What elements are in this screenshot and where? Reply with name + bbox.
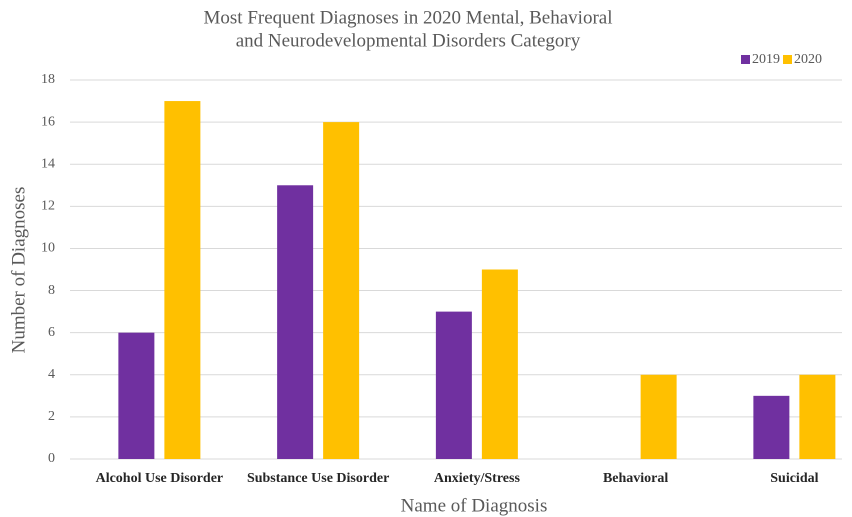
y-tick-label: 2	[48, 409, 55, 424]
x-tick-label: Anxiety/Stress	[433, 471, 520, 486]
chart-title: Most Frequent Diagnoses in 2020 Mental, …	[204, 7, 613, 28]
bar	[118, 332, 155, 459]
bar	[323, 122, 360, 459]
y-tick-label: 10	[41, 241, 55, 256]
bar	[164, 101, 201, 460]
legend-label: 2019	[752, 52, 780, 67]
y-tick-label: 12	[41, 199, 55, 214]
bar	[640, 374, 677, 459]
bar	[481, 269, 518, 459]
legend-label: 2020	[794, 52, 822, 67]
x-tick-label: Behavioral	[602, 471, 669, 486]
bar	[753, 395, 790, 459]
y-tick-label: 16	[41, 114, 55, 129]
bar	[435, 311, 472, 459]
y-tick-label: 18	[41, 72, 55, 87]
y-axis-label: Number of Diagnoses	[8, 187, 29, 354]
x-axis-label: Name of Diagnosis	[401, 495, 548, 516]
bar	[799, 374, 836, 459]
y-tick-label: 0	[48, 451, 55, 466]
y-tick-label: 6	[48, 325, 55, 340]
y-tick-label: 14	[41, 156, 55, 171]
y-tick-label: 8	[48, 283, 55, 298]
chart-title: and Neurodevelopmental Disorders Categor…	[236, 30, 581, 51]
x-tick-label: Suicidal	[770, 471, 819, 486]
x-tick-label: Substance Use Disorder	[246, 471, 390, 486]
bar	[277, 185, 314, 459]
legend-swatch	[741, 55, 750, 64]
y-tick-label: 4	[48, 367, 55, 382]
legend-swatch	[783, 55, 792, 64]
x-tick-label: Alcohol Use Disorder	[95, 471, 224, 486]
